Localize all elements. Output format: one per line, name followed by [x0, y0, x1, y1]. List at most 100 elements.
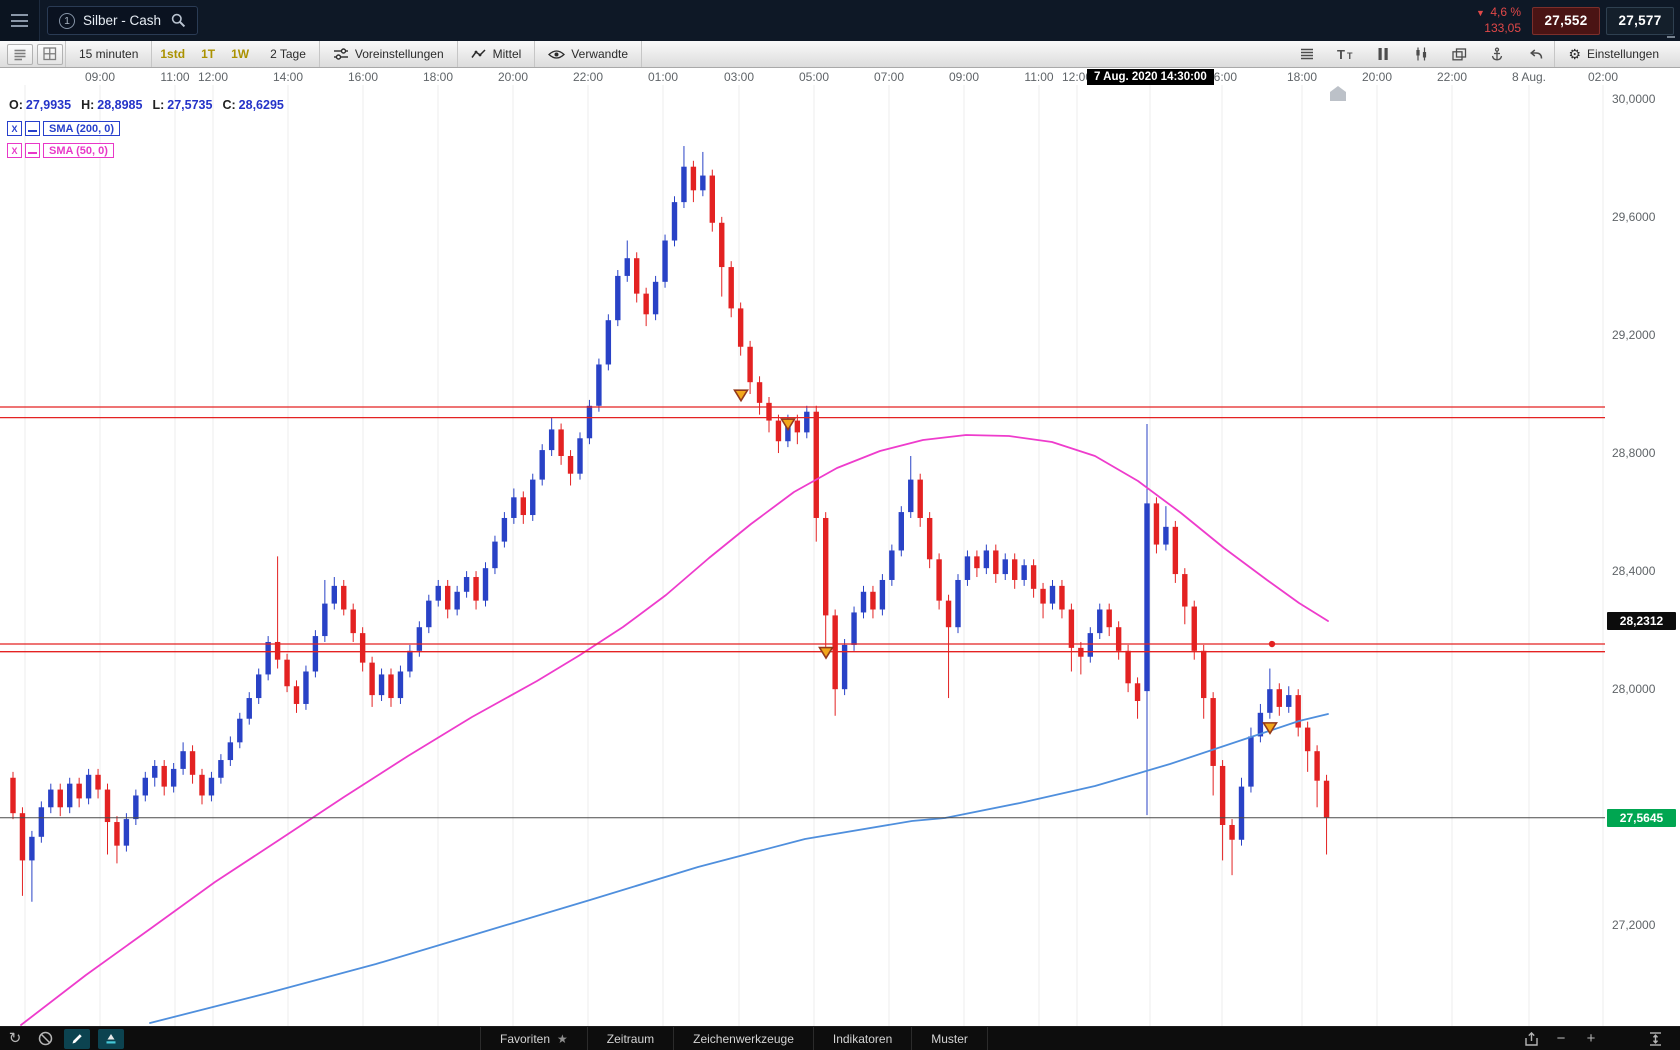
sma200-legend-label[interactable]: SMA (200, 0)	[43, 120, 121, 136]
star-icon: ★	[557, 1031, 568, 1046]
change-value: 133,05	[1484, 20, 1521, 35]
refresh-button[interactable]: ↻	[0, 1027, 30, 1050]
separator	[151, 41, 153, 67]
favoriten-label: Favoriten	[500, 1031, 551, 1046]
time-tick-label: 12:00	[1061, 70, 1093, 84]
change-percent: ▼ 4,6 %	[1476, 4, 1521, 19]
buy-price-button[interactable]: 27,577	[1606, 6, 1674, 35]
news-list-button[interactable]	[7, 43, 33, 65]
price-tick-label: 28,4000	[1612, 564, 1656, 579]
chart-type-button[interactable]	[1402, 41, 1440, 67]
settings-button[interactable]: ⚙ Einstellungen	[1555, 41, 1672, 67]
sma50-swatch	[25, 142, 40, 158]
svg-text:T: T	[1337, 48, 1345, 61]
time-tick-label: 14:00	[272, 70, 304, 84]
share-icon	[1524, 1031, 1538, 1046]
sell-price-button[interactable]: 27,552	[1532, 6, 1600, 35]
clear-drawings-button[interactable]	[30, 1027, 60, 1050]
pencil-tool-button[interactable]	[64, 1028, 90, 1049]
search-icon[interactable]	[171, 13, 186, 28]
sell-signal-marker-icon	[818, 646, 834, 660]
no-entry-icon	[38, 1031, 52, 1046]
chart-area[interactable]: 09:00 11:00 12:00 14:00 16:00 18:00 20:00 22:00…	[0, 68, 1680, 1026]
sell-signal-marker-icon	[1262, 722, 1278, 735]
level-dot-icon	[1268, 640, 1276, 648]
time-tick-label: 20:00	[1361, 70, 1393, 84]
time-tick-label: 11:00	[1024, 70, 1054, 84]
high-value: 28,8985	[97, 98, 143, 112]
share-button[interactable]	[1516, 1027, 1546, 1050]
range-1d-button[interactable]: 1T	[193, 41, 223, 67]
pencil-icon	[72, 1034, 82, 1044]
price-tick-label: 30,0000	[1612, 91, 1656, 106]
undo-button[interactable]	[1516, 41, 1554, 67]
time-tick-label: 16:00	[1206, 70, 1238, 84]
price-tick-label: 29,2000	[1612, 327, 1656, 342]
range-1h-button[interactable]: 1std	[152, 41, 193, 67]
align-justify-button[interactable]	[1288, 41, 1326, 67]
undo-arrow-icon	[1529, 48, 1543, 59]
sma200-swatch	[25, 120, 40, 136]
remove-sma200-button[interactable]: X	[7, 120, 22, 136]
crosshair-time-tooltip: 7 Aug. 2020 14:30:00	[1087, 69, 1214, 85]
menu-favoriten[interactable]: Favoriten ★	[480, 1027, 587, 1050]
menu-indikatoren[interactable]: Indikatoren	[812, 1027, 911, 1050]
compare-bars-button[interactable]	[1364, 41, 1402, 67]
sma50-legend-label[interactable]: SMA (50, 0)	[43, 142, 114, 158]
separator	[318, 41, 320, 67]
layout-grid-button[interactable]	[37, 43, 63, 65]
time-tick-label: 18:00	[1286, 70, 1318, 84]
down-triangle-icon: ▼	[1476, 7, 1485, 18]
windows-layout-button[interactable]	[1440, 41, 1478, 67]
separator	[456, 41, 458, 67]
menu-muster[interactable]: Muster	[911, 1027, 988, 1050]
sma50-line-sample	[28, 151, 37, 154]
averages-label: Mittel	[492, 47, 522, 61]
price-tick-label: 29,6000	[1612, 209, 1656, 224]
menu-zeichenwerkzeuge[interactable]: Zeichenwerkzeuge	[673, 1027, 813, 1050]
current-price-tag: 27,5645	[1607, 808, 1676, 827]
price-axis[interactable]: 30,0000 29,6000 29,2000 28,8000 28,4000 28,00…	[1605, 68, 1680, 1026]
crosshair-price-tag: 28,2312	[1607, 611, 1676, 630]
fit-chart-button[interactable]	[1640, 1027, 1670, 1050]
zoom-out-button[interactable]: −	[1546, 1027, 1576, 1050]
style-tool-button[interactable]	[98, 1028, 124, 1049]
related-button[interactable]: Verwandte	[535, 41, 641, 67]
pause-icon	[1378, 48, 1389, 60]
separator	[1554, 41, 1556, 67]
legend-sma50: X SMA (50, 0)	[7, 142, 114, 158]
anchor-button[interactable]	[1478, 41, 1516, 67]
remove-sma50-button[interactable]: X	[7, 142, 22, 158]
anchor-icon	[1492, 47, 1503, 61]
fit-height-icon	[1649, 1031, 1661, 1046]
tick-indicator	[1667, 36, 1675, 38]
bottom-toolbar: ↻ Favoriten ★ Zeitraum Zeichenwerkzeuge …	[0, 1026, 1680, 1050]
averages-button[interactable]: Mittel	[458, 41, 535, 67]
interval-select[interactable]: 15 minuten	[66, 41, 151, 67]
presets-button[interactable]: Voreinstellungen	[320, 41, 457, 67]
time-tick-label: 12:00	[197, 70, 229, 84]
zoom-in-button[interactable]: +	[1576, 1027, 1606, 1050]
range-1w-button[interactable]: 1W	[223, 41, 257, 67]
open-value: 27,9935	[25, 98, 72, 112]
instrument-selector[interactable]: 1 Silber - Cash	[47, 6, 199, 35]
time-axis[interactable]: 09:00 11:00 12:00 14:00 16:00 18:00 20:00 22:00…	[0, 68, 1618, 86]
main-menu-button[interactable]	[0, 0, 40, 41]
presets-label: Voreinstellungen	[354, 47, 444, 61]
time-tick-label: 20:00	[497, 70, 529, 84]
price-tick-label: 27,2000	[1612, 918, 1656, 933]
brush-icon	[106, 1034, 116, 1044]
close-value: 28,6295	[238, 98, 284, 112]
time-tick-label: 16:00	[347, 70, 379, 84]
minus-icon: −	[1556, 1030, 1566, 1047]
average-line-icon	[471, 49, 486, 58]
jump-to-latest-icon[interactable]	[1330, 86, 1346, 101]
time-tick-label: 22:00	[1436, 70, 1468, 84]
menu-zeitraum[interactable]: Zeitraum	[586, 1027, 673, 1050]
related-label: Verwandte	[571, 47, 629, 61]
separator	[65, 41, 66, 67]
range-2days-button[interactable]: 2 Tage	[257, 41, 319, 67]
